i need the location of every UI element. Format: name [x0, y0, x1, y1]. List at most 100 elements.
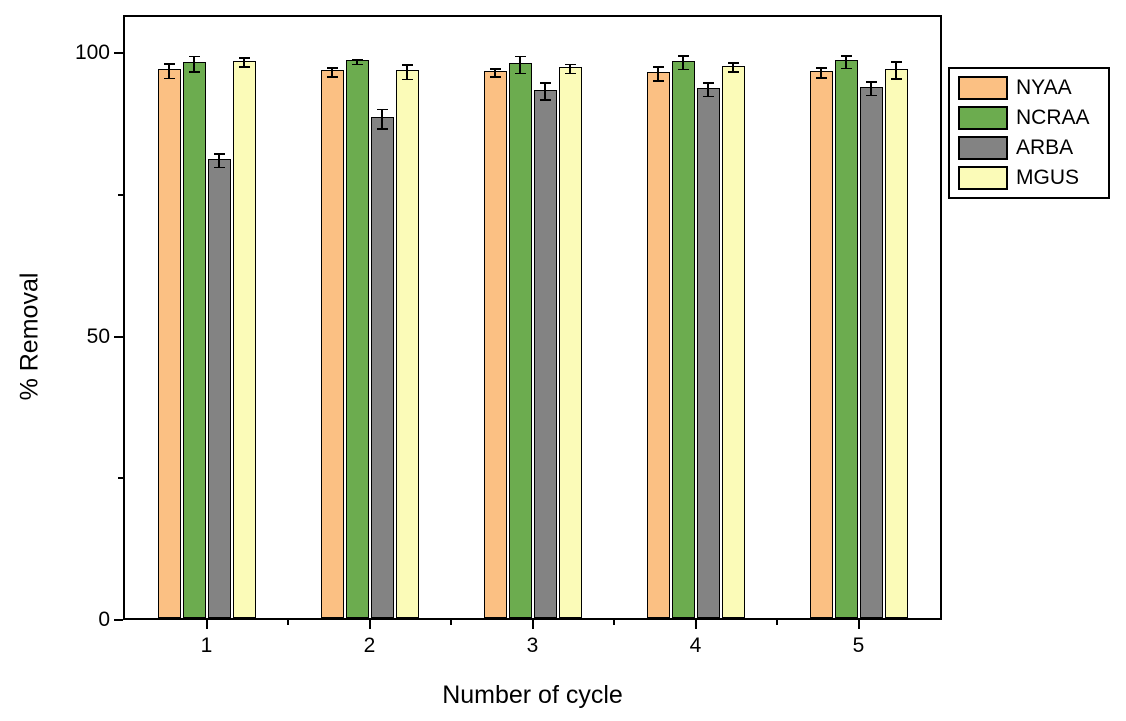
error-bar-line — [168, 63, 170, 79]
legend-label: NYAA — [1016, 76, 1072, 99]
bar-ncraa-cycle1 — [182, 62, 206, 618]
legend-label: MGUS — [1016, 166, 1079, 189]
legend-swatch-mgus — [958, 166, 1008, 190]
bar-arba-cycle5 — [859, 86, 883, 618]
error-bar-cap-top — [489, 68, 501, 70]
legend: NYAA NCRAA ARBA MGUS — [948, 67, 1110, 199]
x-major-tick — [694, 620, 697, 629]
error-bar-cap-top — [188, 55, 200, 58]
bar-ncraa-cycle4 — [671, 60, 695, 618]
error-bar-cap-bottom — [401, 78, 413, 81]
legend-label: NCRAA — [1016, 106, 1090, 129]
x-tick-label: 1 — [200, 634, 213, 657]
error-bar-cap-bottom — [163, 77, 175, 80]
y-tick-label: 100 — [74, 41, 110, 64]
x-tick-label: 2 — [363, 634, 376, 657]
error-bar-cap-bottom — [326, 76, 338, 78]
legend-swatch-ncraa — [958, 106, 1008, 130]
error-bar-cap-top — [865, 81, 877, 83]
error-bar-line — [243, 58, 245, 68]
error-bar-cap-top — [163, 62, 175, 65]
x-tick-label: 4 — [689, 634, 702, 657]
error-bar-cap-top — [539, 82, 551, 84]
error-bar-line — [356, 59, 358, 65]
error-bar-line — [494, 68, 496, 77]
error-bar-line — [519, 56, 521, 74]
error-bar-cap-bottom — [489, 76, 501, 78]
legend-item: ARBA — [958, 136, 1100, 160]
error-bar-cap-bottom — [188, 71, 200, 74]
y-major-tick — [114, 619, 123, 621]
error-bar-line — [895, 62, 897, 80]
bar-arba-cycle2 — [370, 117, 394, 618]
y-major-tick — [114, 52, 123, 54]
x-minor-tick — [776, 620, 778, 625]
error-bar-cap-bottom — [376, 128, 388, 130]
y-tick-label: 0 — [98, 608, 110, 631]
legend-swatch-arba — [958, 136, 1008, 160]
error-bar-cap-bottom — [514, 72, 526, 75]
error-bar-cap-top — [815, 66, 827, 69]
x-minor-tick — [450, 620, 452, 625]
error-bar-cap-top — [652, 66, 664, 68]
error-bar-line — [218, 153, 220, 168]
bar-arba-cycle1 — [207, 158, 231, 618]
x-major-tick — [368, 620, 371, 629]
x-axis-title: Number of cycle — [442, 681, 623, 709]
bar-mgus-cycle5 — [884, 68, 908, 618]
error-bar-line — [544, 83, 546, 101]
y-minor-tick — [118, 193, 123, 196]
bar-mgus-cycle1 — [232, 60, 256, 618]
error-bar-cap-top — [514, 55, 526, 58]
error-bar-cap-bottom — [840, 67, 852, 70]
x-major-tick — [857, 620, 860, 629]
x-tick-label: 3 — [526, 634, 539, 657]
bar-arba-cycle3 — [533, 89, 557, 618]
error-bar-cap-top — [564, 63, 576, 66]
error-bar-cap-top — [238, 57, 250, 59]
error-bar-line — [406, 64, 408, 80]
error-bar-cap-top — [401, 64, 413, 66]
x-major-tick — [531, 620, 534, 629]
bar-nyaa-cycle5 — [809, 70, 833, 618]
bar-nyaa-cycle2 — [320, 70, 344, 618]
error-bar-cap-top — [840, 55, 852, 57]
bar-nyaa-cycle3 — [483, 70, 507, 618]
error-bar-cap-bottom — [702, 95, 714, 98]
error-bar-line — [682, 55, 684, 70]
x-major-tick — [205, 620, 208, 629]
error-bar-cap-bottom — [677, 68, 689, 71]
x-tick-label: 5 — [852, 634, 865, 657]
y-major-tick — [114, 335, 123, 338]
error-bar-cap-top — [677, 55, 689, 57]
bar-arba-cycle4 — [696, 87, 720, 618]
error-bar-cap-bottom — [727, 71, 739, 74]
error-bar-line — [845, 55, 847, 69]
error-bar-cap-top — [376, 108, 388, 111]
x-minor-tick — [613, 620, 615, 625]
bar-mgus-cycle3 — [558, 66, 582, 618]
error-bar-cap-bottom — [890, 78, 902, 80]
error-bar-line — [569, 64, 571, 74]
bar-nyaa-cycle1 — [157, 69, 181, 618]
legend-item: NCRAA — [958, 106, 1100, 130]
legend-item: NYAA — [958, 76, 1100, 100]
error-bar-line — [870, 81, 872, 96]
error-bar-cap-bottom — [213, 166, 225, 169]
bar-mgus-cycle2 — [395, 70, 419, 618]
error-bar-cap-bottom — [652, 79, 664, 82]
error-bar-cap-bottom — [238, 66, 250, 68]
error-bar-cap-bottom — [564, 72, 576, 75]
y-tick-label: 50 — [86, 324, 110, 348]
error-bar-cap-bottom — [865, 94, 877, 97]
bar-nyaa-cycle4 — [646, 71, 670, 618]
x-minor-tick — [287, 620, 289, 625]
error-bar-cap-top — [213, 153, 225, 155]
legend-label: ARBA — [1016, 136, 1074, 159]
bar-ncraa-cycle5 — [834, 60, 858, 618]
plot-area — [114, 15, 942, 629]
y-minor-tick — [118, 477, 123, 480]
bar-mgus-cycle4 — [721, 65, 745, 618]
error-bar-cap-bottom — [539, 99, 551, 101]
